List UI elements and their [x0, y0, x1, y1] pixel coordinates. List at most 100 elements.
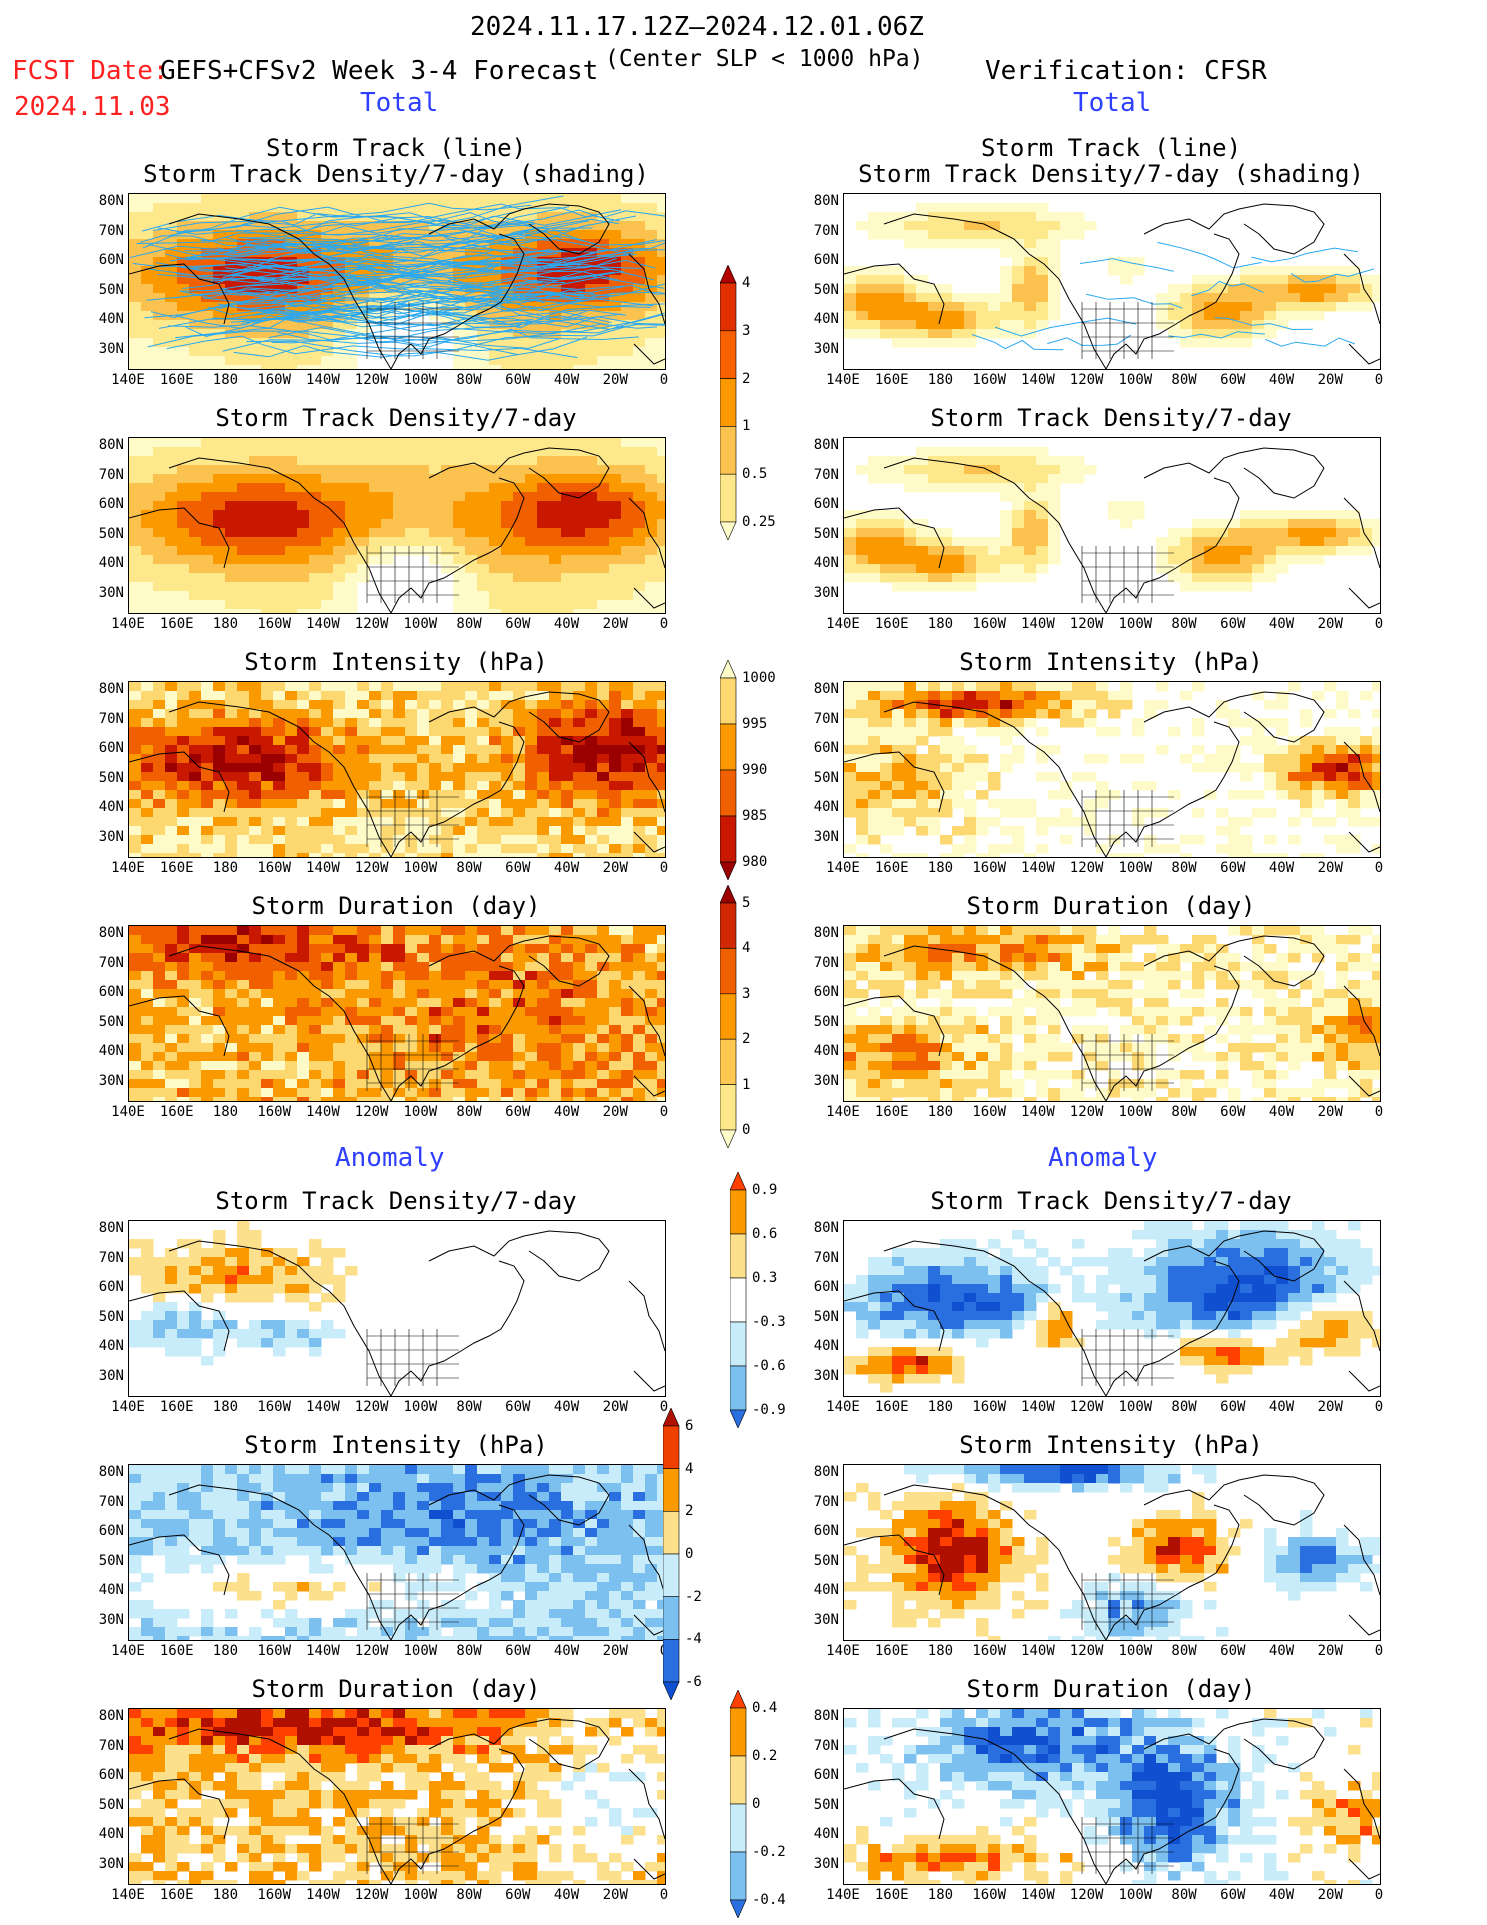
shaded-cell: [465, 365, 478, 369]
shaded-cell: [189, 935, 202, 945]
shaded-cell: [916, 763, 929, 773]
shaded-cell: [357, 194, 370, 204]
shaded-cell: [1000, 736, 1013, 746]
shaded-cell: [585, 537, 598, 547]
shaded-cell: [513, 998, 526, 1008]
shaded-cell: [916, 483, 929, 493]
shaded-cell: [633, 835, 646, 845]
shaded-cell: [237, 971, 250, 981]
shaded-cell: [561, 221, 574, 231]
shaded-cell: [153, 781, 166, 791]
shaded-cell: [585, 799, 598, 809]
shaded-cell: [549, 510, 562, 520]
shaded-cell: [585, 465, 598, 475]
shaded-cell: [621, 799, 634, 809]
shaded-cell: [1012, 329, 1025, 339]
shaded-cell: [429, 835, 442, 845]
shaded-cell: [177, 519, 190, 529]
shaded-cell: [904, 736, 917, 746]
shaded-cell: [1060, 817, 1073, 827]
shaded-cell: [261, 1052, 274, 1062]
shaded-cell: [585, 582, 598, 592]
shaded-cell: [297, 194, 310, 204]
shaded-cell: [1168, 293, 1181, 303]
shaded-cell: [1120, 266, 1133, 276]
shaded-cell: [285, 320, 298, 330]
shaded-cell: [249, 609, 262, 613]
shaded-cell: [261, 573, 274, 583]
shaded-cell: [1228, 763, 1241, 773]
shaded-cell: [189, 853, 202, 857]
shaded-cell: [645, 808, 658, 818]
shaded-cell: [261, 718, 274, 728]
shaded-cell: [549, 935, 562, 945]
shaded-cell: [964, 302, 977, 312]
shaded-cell: [1168, 555, 1181, 565]
shaded-cell: [633, 311, 646, 321]
shaded-cell: [249, 989, 262, 999]
shaded-cell: [369, 989, 382, 999]
shaded-cell: [868, 763, 881, 773]
shaded-cell: [249, 844, 262, 854]
shaded-cell: [513, 338, 526, 348]
shaded-cell: [916, 519, 929, 529]
shaded-cell: [261, 320, 274, 330]
shaded-cell: [237, 293, 250, 303]
shaded-cell: [844, 781, 857, 791]
shaded-cell: [1024, 564, 1037, 574]
shaded-cell: [165, 799, 178, 809]
shaded-cell: [609, 284, 622, 294]
shaded-cell: [1228, 564, 1241, 574]
shaded-cell: [609, 781, 622, 791]
shaded-cell: [1036, 311, 1049, 321]
latitude-label: 60N: [98, 252, 124, 268]
shaded-cell: [645, 745, 658, 755]
shaded-cell: [129, 275, 142, 285]
shaded-cell: [285, 1052, 298, 1062]
shaded-cell: [225, 248, 238, 258]
shaded-cell: [189, 284, 202, 294]
shaded-cell: [345, 953, 358, 963]
shaded-cell: [477, 320, 490, 330]
shaded-cell: [657, 212, 665, 222]
shaded-cell: [1012, 492, 1025, 502]
shaded-cell: [585, 483, 598, 493]
shaded-cell: [1300, 808, 1313, 818]
coastline: [1348, 831, 1380, 853]
shaded-cell: [261, 266, 274, 276]
coastline: [129, 751, 230, 813]
shaded-cell: [561, 718, 574, 728]
shaded-cell: [916, 546, 929, 556]
shaded-cell: [429, 718, 442, 728]
shaded-cell: [237, 1007, 250, 1017]
shaded-cell: [393, 718, 406, 728]
shaded-cell: [465, 953, 478, 963]
shaded-cell: [177, 483, 190, 493]
shaded-cell: [964, 456, 977, 466]
shaded-cell: [537, 600, 550, 610]
shaded-cell: [225, 808, 238, 818]
shaded-cell: [177, 1043, 190, 1053]
shaded-cell: [633, 1088, 646, 1098]
shaded-cell: [597, 338, 610, 348]
shaded-cell: [441, 212, 454, 222]
shaded-cell: [441, 474, 454, 484]
shaded-cell: [201, 293, 214, 303]
shaded-cell: [1000, 266, 1013, 276]
shaded-cell: [513, 682, 526, 692]
shaded-cell: [165, 1088, 178, 1098]
shaded-cell: [249, 835, 262, 845]
shaded-cell: [1264, 311, 1277, 321]
shaded-cell: [141, 844, 154, 854]
shaded-cell: [285, 1070, 298, 1080]
shaded-cell: [964, 483, 977, 493]
shaded-cell: [856, 537, 869, 547]
shaded-cell: [1024, 465, 1037, 475]
shaded-cell: [453, 835, 466, 845]
shaded-cell: [501, 356, 514, 366]
shaded-cell: [141, 1070, 154, 1080]
shaded-cell: [1192, 745, 1205, 755]
shaded-cell: [597, 546, 610, 556]
shaded-cell: [429, 438, 442, 448]
shaded-cell: [465, 501, 478, 511]
